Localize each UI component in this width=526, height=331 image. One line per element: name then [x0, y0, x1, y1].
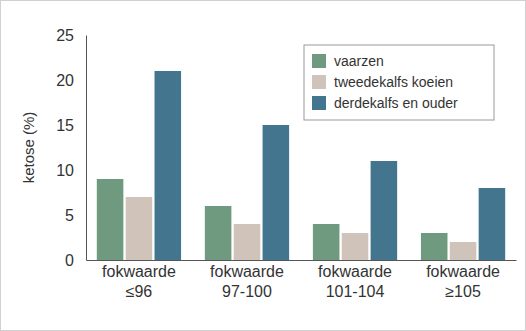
x-tick-label: fokwaarde97-100 [210, 263, 284, 299]
bar [421, 233, 448, 260]
y-tick-label: 25 [56, 27, 74, 44]
legend-swatch [312, 54, 326, 68]
frame [1, 1, 526, 331]
legend-item: tweedekalfs koeien [312, 74, 453, 90]
bars [97, 71, 505, 260]
legend: vaarzen tweedekalfs koeien derdekalfs en o… [304, 45, 494, 120]
bar [450, 242, 477, 260]
bar [155, 71, 182, 260]
legend-item: derdekalfs en ouder [312, 95, 458, 111]
x-tick-label: fokwaarde≥105 [426, 263, 500, 299]
bar [479, 188, 506, 260]
legend-item: vaarzen [312, 53, 384, 69]
y-tick: 10 [56, 162, 86, 179]
y-tick: 25 [56, 27, 86, 44]
legend-label: tweedekalfs koeien [334, 74, 453, 90]
y-tick-label: 15 [56, 117, 74, 134]
y-axis-line [86, 36, 87, 261]
legend-box [304, 45, 494, 120]
x-tick-label: fokwaarde101-104 [318, 263, 392, 299]
y-tick-label: 5 [65, 207, 74, 224]
y-tick: 5 [65, 207, 86, 224]
x-tick: fokwaarde≥105 [426, 260, 500, 300]
legend-label: derdekalfs en ouder [334, 95, 458, 111]
y-tick: 15 [56, 117, 86, 134]
bar [234, 224, 261, 260]
bar [313, 224, 340, 260]
x-axis-line [87, 260, 517, 261]
bar [97, 179, 124, 260]
legend-label: vaarzen [334, 53, 384, 69]
legend-swatch [312, 75, 326, 89]
y-tick: 20 [56, 72, 86, 89]
y-tick: 0 [65, 252, 86, 269]
chart: 0510152025fokwaarde≤96fokwaarde97-100fok… [0, 0, 526, 331]
y-axis-title: ketose (%) [20, 112, 37, 184]
y-axis: 0 5 10 15 20 25 [56, 27, 86, 269]
bar [342, 233, 369, 260]
legend-swatch [312, 96, 326, 110]
x-axis: fokwaarde≤96 fokwaarde97-100 fokwaarde101-… [87, 260, 517, 300]
x-tick-label: fokwaarde≤96 [102, 263, 176, 299]
bar [126, 197, 153, 260]
x-tick: fokwaarde101-104 [318, 260, 392, 300]
y-tick-label: 10 [56, 162, 74, 179]
bar [371, 161, 398, 260]
bar [205, 206, 232, 260]
x-tick: fokwaarde97-100 [210, 260, 284, 300]
bar [263, 125, 290, 260]
x-tick: fokwaarde≤96 [102, 260, 176, 300]
y-tick-label: 0 [65, 252, 74, 269]
y-tick-label: 20 [56, 72, 74, 89]
